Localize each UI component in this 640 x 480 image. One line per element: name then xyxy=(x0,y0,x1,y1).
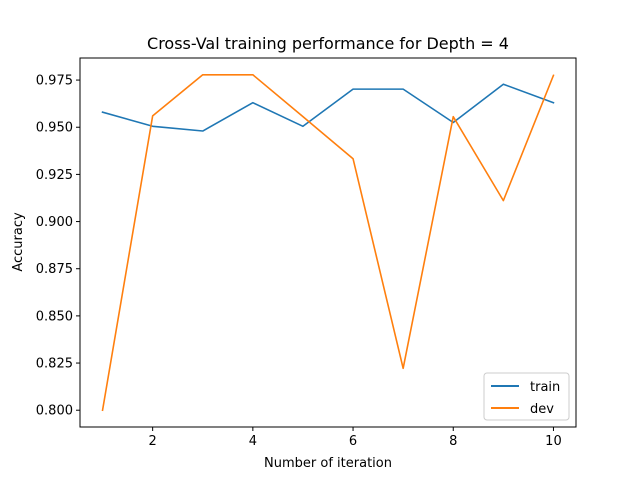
plot-area xyxy=(101,73,555,412)
legend: train dev xyxy=(483,372,570,421)
x-axis-label: Number of iteration xyxy=(264,456,392,471)
series-line-train xyxy=(101,83,555,132)
y-tick-label: 0.800 xyxy=(36,404,73,419)
y-tick-label: 0.875 xyxy=(36,262,73,277)
y-tick-label: 0.950 xyxy=(36,121,73,136)
x-tick-label: 2 xyxy=(149,434,157,449)
axes-frame xyxy=(79,57,577,428)
x-tick-label: 6 xyxy=(349,434,357,449)
x-tick-label: 10 xyxy=(545,434,562,449)
y-axis-label: Accuracy xyxy=(11,212,26,272)
y-tick-label: 0.850 xyxy=(36,309,73,324)
chart-title: Cross-Val training performance for Depth… xyxy=(147,34,509,53)
axis-ticks: 2 4 6 8 10 0.800 0.825 0.850 0.875 0.900 0.925 0.95… xyxy=(36,74,562,449)
legend-label-train: train xyxy=(530,380,560,395)
y-tick-label: 0.825 xyxy=(36,357,73,372)
legend-label-dev: dev xyxy=(530,402,554,417)
y-tick-label: 0.975 xyxy=(36,74,73,89)
x-tick-label: 4 xyxy=(249,434,257,449)
y-tick-label: 0.900 xyxy=(36,215,73,230)
x-tick-label: 8 xyxy=(449,434,457,449)
y-tick-label: 0.925 xyxy=(36,168,73,183)
series-line-dev xyxy=(101,73,555,412)
